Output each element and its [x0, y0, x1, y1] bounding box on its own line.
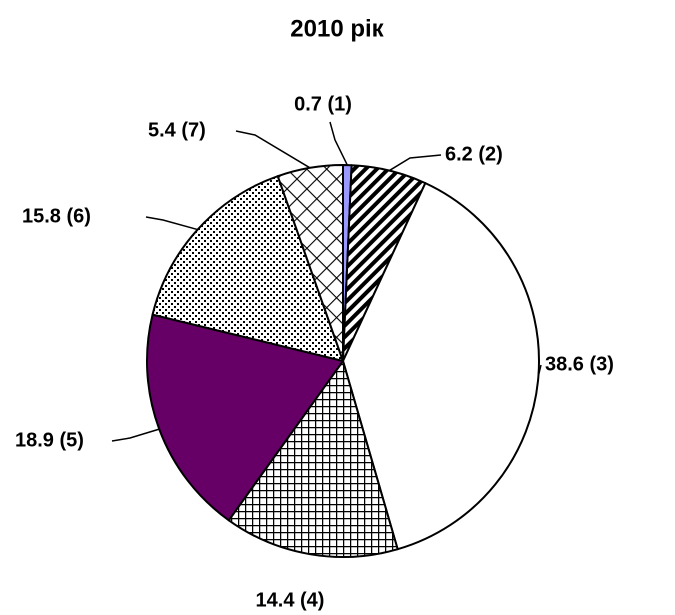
data-label: 6.2 (2) — [445, 143, 503, 165]
pie-slice — [146, 313, 344, 522]
data-label: 38.6 (3) — [545, 353, 614, 375]
leader-line — [145, 216, 198, 231]
leader-line — [111, 428, 160, 442]
leader-line — [537, 364, 542, 376]
leader-line — [329, 121, 348, 166]
data-label: 0.7 (1) — [294, 93, 352, 115]
data-label: 15.8 (6) — [22, 205, 91, 227]
chart-title: 2010 рік — [290, 15, 384, 42]
data-label: 5.4 (7) — [148, 119, 206, 141]
pie-slice — [342, 182, 540, 551]
pie-slice — [151, 175, 344, 362]
leader-line — [235, 130, 311, 169]
pie-slice — [227, 360, 399, 558]
leader-line — [388, 154, 442, 172]
data-label: 14.4 (4) — [256, 589, 325, 611]
data-label: 18.9 (5) — [15, 429, 84, 451]
